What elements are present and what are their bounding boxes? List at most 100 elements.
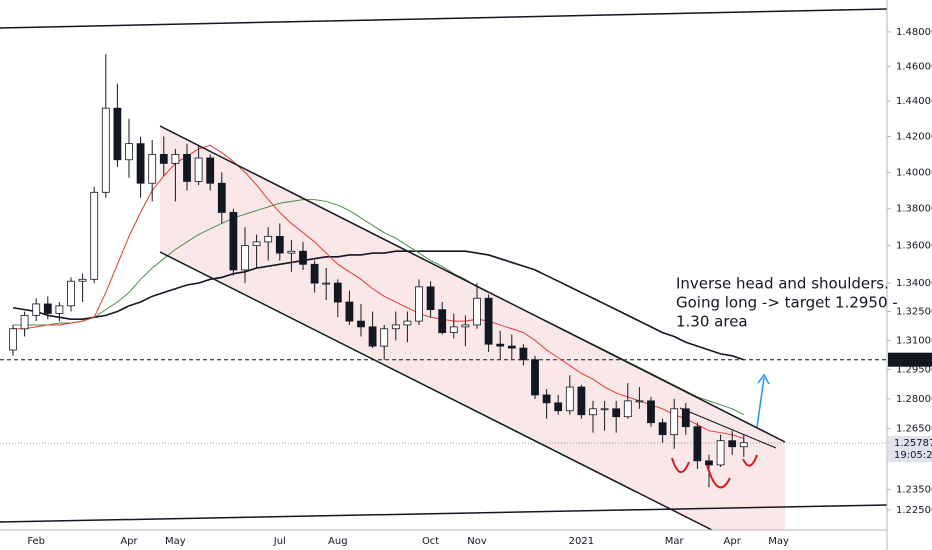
y-tick-label: 1.32500 [896, 307, 932, 318]
candle-body [357, 320, 365, 328]
y-tick-label: 1.46000 [896, 61, 932, 72]
y-tick-label: 1.44000 [896, 96, 932, 107]
candle-body [658, 422, 667, 436]
annotation: 1.30 area [676, 313, 748, 331]
y-tick-label: 1.29500 [896, 364, 932, 375]
candle-body [113, 107, 122, 161]
x-tick-label: Aug [328, 536, 348, 547]
candle-body [67, 280, 75, 307]
candle-body [287, 250, 296, 254]
left-shoulder [671, 457, 690, 473]
target-arrow [756, 377, 765, 428]
last-price-label: 1.25787 [894, 438, 932, 449]
candle-body [473, 297, 481, 326]
channel-fill [160, 126, 785, 530]
candle-body [496, 343, 505, 347]
candle-body [20, 314, 29, 330]
candle-body [403, 320, 412, 326]
channel-lower [159, 251, 713, 531]
annotation: Going long -> target 1.2950 - [676, 294, 898, 312]
x-tick-label: Apr [724, 536, 742, 547]
arrow-head [757, 373, 770, 385]
candle-body [693, 426, 702, 462]
head [706, 464, 731, 489]
x-tick-label: Mar [665, 536, 685, 547]
x-tick-label: May [768, 536, 789, 547]
moving-average [13, 144, 744, 440]
candle-body [391, 324, 400, 330]
candle-body [310, 263, 319, 284]
candle-body [728, 440, 737, 448]
channel-upper [159, 125, 786, 443]
candle-body [635, 400, 644, 403]
candle-body [171, 153, 180, 164]
candle-body [577, 386, 586, 416]
y-tick-label: 1.28000 [896, 394, 932, 405]
candle-body [739, 442, 748, 448]
candle-body [565, 386, 574, 412]
candle-body [264, 235, 273, 243]
x-tick-label: 2021 [569, 536, 594, 547]
candle-body [43, 303, 52, 314]
y-tick-label: 1.22500 [896, 505, 932, 516]
candle-body [705, 460, 713, 466]
y-tick-label: 1.26500 [896, 424, 932, 435]
candle-body [159, 153, 168, 164]
y-tick-label: 1.38000 [896, 204, 932, 215]
candle-body [299, 250, 307, 265]
x-tick-label: Feb [27, 536, 45, 547]
candle-body [380, 328, 389, 347]
candle-body [136, 143, 145, 184]
moving-average [12, 250, 745, 361]
candle-body [32, 303, 41, 316]
candle-body [438, 309, 447, 334]
y-tick-label: 1.23500 [896, 484, 932, 495]
candle-body [217, 182, 226, 213]
candle-body [519, 347, 528, 361]
y-tick-label: 1.42000 [896, 132, 932, 143]
x-tick-label: May [165, 536, 186, 547]
price-axis [887, 0, 932, 550]
time-axis [0, 530, 887, 550]
candle-body [241, 245, 249, 271]
candle-body [101, 107, 110, 193]
y-tick-label: 1.40000 [896, 167, 932, 178]
candle-body [600, 408, 609, 411]
y-tick-label: 1.48000 [896, 27, 932, 38]
candle-body [449, 326, 458, 334]
candle-body [368, 326, 377, 347]
candle-body [252, 241, 261, 247]
last-price-tag [888, 435, 932, 462]
candle-body [183, 153, 191, 182]
candle-body [125, 143, 133, 161]
candle-body [78, 278, 87, 282]
candle-body [589, 408, 597, 416]
candle-body [716, 440, 725, 466]
y-tick-label: 1.34000 [896, 278, 932, 289]
candle-body [681, 408, 690, 428]
y-tick-label: 1.36000 [896, 241, 932, 252]
candle-body [333, 282, 342, 303]
neckline [679, 407, 777, 449]
candle-body [554, 402, 563, 412]
candle-body [484, 297, 493, 345]
level-tag [888, 352, 932, 367]
candle-body [461, 324, 470, 328]
x-tick-label: Apr [120, 536, 138, 547]
candle-body [148, 153, 157, 184]
countdown: 19:05:26 [894, 450, 932, 461]
trend-line [0, 504, 888, 523]
x-tick-label: Oct [422, 536, 439, 547]
candle-body [612, 408, 621, 418]
plot [0, 54, 887, 488]
right-shoulder [742, 454, 758, 467]
candle-body [194, 157, 203, 182]
candle-body [623, 400, 632, 418]
candle-body [426, 286, 435, 311]
candle-body [647, 400, 655, 424]
candle-body [670, 408, 679, 436]
trend-line [0, 8, 888, 29]
x-tick-label: Jul [273, 536, 286, 547]
x-tick-label: Nov [467, 536, 487, 547]
